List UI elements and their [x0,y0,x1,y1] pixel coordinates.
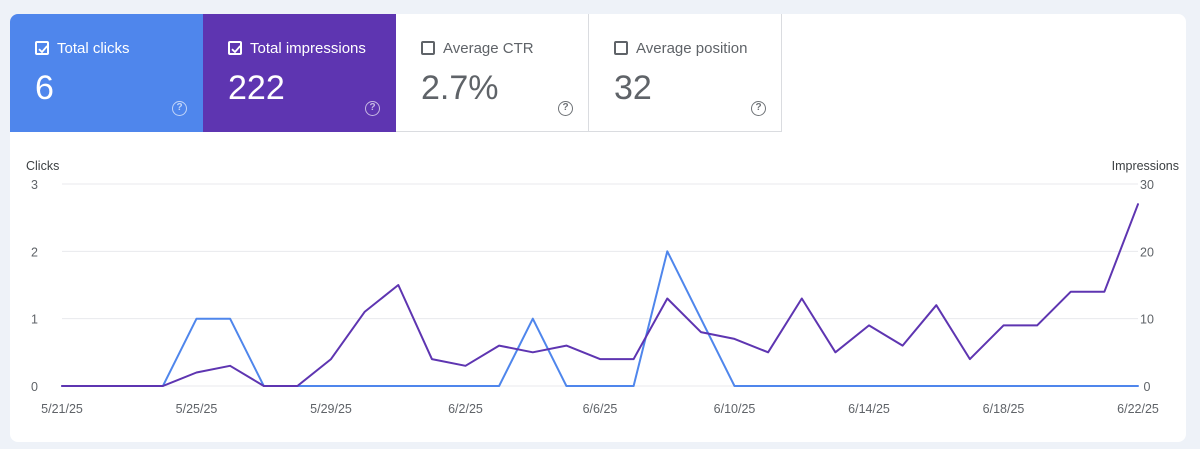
right-axis-ticks: 0 10 20 30 [1140,178,1154,394]
metric-value: 32 [614,69,652,107]
x-tick-label: 6/10/25 [714,402,756,416]
help-icon[interactable]: ? [558,101,573,116]
x-tick-label: 5/21/25 [41,402,83,416]
left-tick-label: 0 [31,380,38,394]
x-tick-label: 5/25/25 [176,402,218,416]
right-axis-title: Impressions [1112,159,1179,173]
metric-label: Average position [636,40,748,57]
x-axis-ticks: 5/21/25 5/25/25 5/29/25 6/2/25 6/6/25 6/10/25… [41,402,1159,416]
metric-value: 222 [228,69,285,107]
metric-value: 2.7% [421,69,499,107]
performance-card: Total clicks 6 ? Total impressions 222 ?… [10,14,1186,442]
left-tick-label: 3 [31,178,38,192]
checked-checkbox-icon[interactable] [228,41,242,55]
right-tick-label: 10 [1140,313,1154,327]
x-tick-label: 6/6/25 [583,402,618,416]
left-axis-ticks: 0 1 2 3 [31,178,38,394]
help-icon[interactable]: ? [365,101,380,116]
metric-average-ctr[interactable]: Average CTR 2.7% ? [396,14,589,132]
metric-label: Average CTR [443,40,534,57]
gridlines [62,183,1138,387]
metric-label: Total clicks [57,40,130,57]
left-axis-title: Clicks [26,159,59,173]
metric-total-clicks[interactable]: Total clicks 6 ? [10,14,203,132]
x-tick-label: 6/2/25 [448,402,483,416]
x-tick-label: 6/14/25 [848,402,890,416]
x-tick-label: 5/29/25 [310,402,352,416]
series-lines [61,203,1139,387]
help-icon[interactable]: ? [172,101,187,116]
unchecked-checkbox-icon[interactable] [421,41,435,55]
checked-checkbox-icon[interactable] [35,41,49,55]
right-tick-label: 20 [1140,245,1154,259]
left-tick-label: 1 [31,313,38,327]
metric-average-position[interactable]: Average position 32 ? [589,14,782,132]
x-tick-label: 6/22/25 [1117,402,1159,416]
metric-selector: Total clicks 6 ? Total impressions 222 ?… [10,14,782,132]
x-tick-label: 6/18/25 [983,402,1025,416]
left-tick-label: 2 [31,245,38,259]
right-tick-label: 30 [1140,178,1154,192]
metric-value: 6 [35,69,54,107]
unchecked-checkbox-icon[interactable] [614,41,628,55]
metric-total-impressions[interactable]: Total impressions 222 ? [203,14,396,132]
series-line-clicks [61,250,1139,387]
right-tick-label: 0 [1144,380,1151,394]
metric-label: Total impressions [250,40,366,57]
series-line-impressions [61,203,1139,387]
help-icon[interactable]: ? [751,101,766,116]
